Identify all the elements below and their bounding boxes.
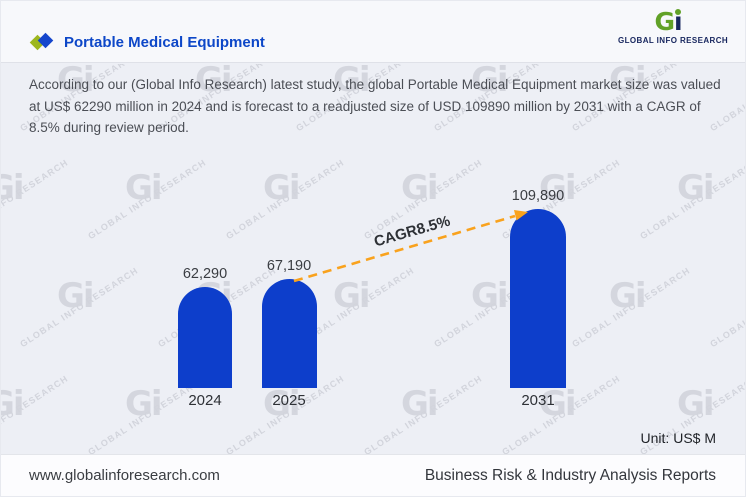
bar-value-2025: 67,190 <box>266 258 312 274</box>
bar-2024 <box>178 287 232 388</box>
axis-label-2024: 2024 <box>188 392 222 409</box>
diamond-bullet-icon <box>29 32 55 51</box>
logo-letter-i-stem: ı <box>673 7 683 36</box>
bar-value-2024: 62,290 <box>182 266 228 282</box>
logo-i-dot <box>674 9 681 15</box>
axis-label-2025: 2025 <box>272 392 306 409</box>
header-bar: Portable Medical Equipment Gı GLOBAL INF… <box>1 1 745 63</box>
bar-value-2031: 109,890 <box>511 188 565 204</box>
page-title: Portable Medical Equipment <box>64 33 265 51</box>
title-wrap: Portable Medical Equipment <box>29 32 265 51</box>
logo-letter-g: G <box>654 7 675 36</box>
logo-caption: GLOBAL INFO RESEARCH <box>618 36 729 45</box>
logo-gi-icon: Gı <box>654 7 683 36</box>
footer-tagline: Business Risk & Industry Analysis Report… <box>424 466 716 484</box>
company-logo: Gı GLOBAL INFO RESEARCH <box>618 7 729 46</box>
footer-bar: www.globalinforesearch.com Business Risk… <box>1 454 745 496</box>
market-summary-text: According to our (Global Info Research) … <box>29 77 721 135</box>
unit-label: Unit: US$ M <box>640 430 716 446</box>
bar-2025 <box>261 279 317 388</box>
bar-2031 <box>510 209 566 388</box>
axis-label-2031: 2031 <box>521 392 555 409</box>
footer-website-link[interactable]: www.globalinforesearch.com <box>29 467 220 484</box>
logo-letter-i: ı <box>673 7 683 36</box>
